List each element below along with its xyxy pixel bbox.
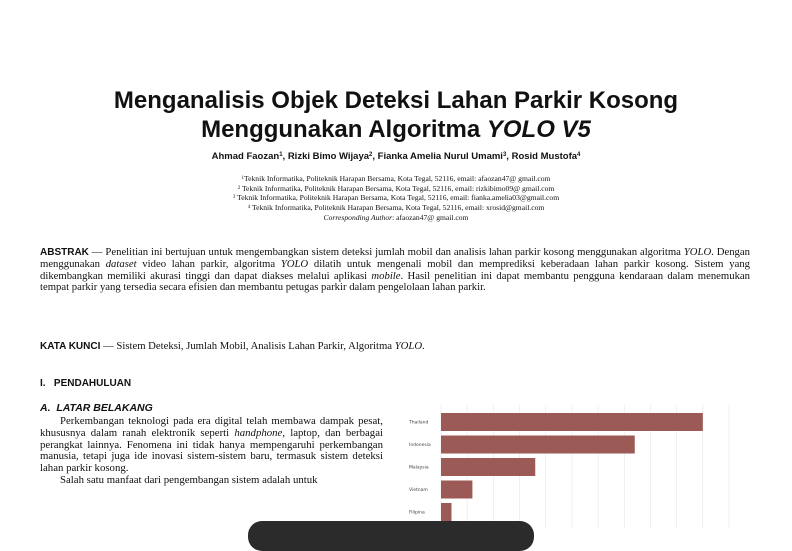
body-text: , laptop, dan berbagai perangkat lainnya… [40,426,383,475]
author-sup: 4 [577,152,581,158]
section-heading: I. PENDAHULUAN [40,378,131,389]
chart-category-labels: Thailand Indonesia Malaysia Vietnam Filipina [408,420,431,516]
chart-category-label: Vietnam [409,487,428,493]
abstract-text: dilatih untuk mengenali mobil dan mempre… [40,257,751,282]
chart-bar [441,503,452,521]
author-name: Rosid Mustofa [511,151,578,162]
author-name: Rizki Bimo Wijaya [287,151,370,162]
affiliation-line: 1Teknik Informatika, Politeknik Harapan … [0,174,792,184]
author-name: Ahmad Faozan [211,151,280,162]
abstract-italic: YOLO [683,246,712,258]
keywords-end: . [422,340,425,352]
abstract-text: video lahan parkir, algoritma [136,257,281,270]
author-sep: , [282,151,288,162]
corresponding-email: : afaozan47@ gmail.com [392,212,469,222]
section-number: I. [40,378,46,389]
title-line-2-italic: YOLO V5 [486,116,591,143]
body-text: Perkembangan teknologi pada era digital … [40,415,383,439]
keywords-text: — Sistem Deteksi, Jumlah Mobil, Analisis… [100,340,395,352]
chart-bar [441,458,536,476]
affiliation-sup: 2 [237,185,241,191]
keywords: KATA KUNCI — Sistem Deteksi, Jumlah Mobi… [40,340,750,353]
body-text: Salah satu manfaat dari pengembangan sis… [60,473,318,486]
paper-title: Menganalisis Objek Deteksi Lahan Parkir … [0,86,792,144]
title-line-2-text: Menggunakan Algoritma [201,116,487,143]
corresponding-label: Corresponding Author [323,212,393,222]
author-list: Ahmad Faozan1, Rizki Bimo Wijaya2, Fiank… [0,151,792,162]
abstract-text: Penelitian ini bertujuan untuk mengemban… [105,246,684,258]
abstract-text: . Dengan menggunakan [40,246,750,270]
chart-bar [441,435,635,454]
affiliation-text: Teknik Informatika, Politeknik Harapan B… [240,183,555,193]
abstract-italic: dataset [105,257,137,270]
author-name: Fianka Amelia Nurul Umami [377,151,503,162]
author-sup: 2 [369,152,373,158]
abstract-label: ABSTRAK [40,247,89,258]
body-paragraph: Perkembangan teknologi pada era digital … [40,415,383,475]
keywords-italic: YOLO [394,340,423,352]
body-paragraph: Salah satu manfaat dari pengembangan sis… [40,473,383,487]
affiliation-list: 1Teknik Informatika, Politeknik Harapan … [0,174,792,223]
corresponding-author: Corresponding Author: afaozan47@ gmail.c… [0,213,792,223]
affiliation-sup: 3 [232,195,236,201]
title-line-2: Menggunakan Algoritma YOLO V5 [0,115,792,144]
abstract-dash: — [88,246,106,258]
author-sup: 1 [279,152,283,158]
abstract-italic: YOLO [280,257,309,270]
affiliation-line: 4 Teknik Informatika, Politeknik Harapan… [0,203,792,213]
affiliation-sup: 4 [247,205,251,211]
keywords-label: KATA KUNCI [40,341,101,352]
subsection-heading: A. LATAR BELAKANG [40,402,153,414]
floating-toolbar[interactable] [248,521,534,551]
affiliation-line: 3 Teknik Informatika, Politeknik Harapan… [0,193,792,203]
author-sep: , [506,151,512,162]
body-column-left: Perkembangan teknologi pada era digital … [40,415,383,487]
chart-bar [441,480,473,499]
title-line-1: Menganalisis Objek Deteksi Lahan Parkir … [113,87,679,114]
chart-category-label: Malaysia [409,465,429,471]
chart-category-label: Filipina [409,510,425,516]
chart-bars [441,413,703,521]
affiliation-line: 2 Teknik Informatika, Politeknik Harapan… [0,184,792,194]
abstract-italic: mobile [371,269,401,282]
affiliation-sup: 1 [241,176,245,181]
author-sup: 3 [502,152,507,158]
chart-category-label: Thailand [408,420,428,426]
subsection-number: A. [40,402,51,414]
chart-category-label: Indonesia [409,442,431,448]
paper-page: Menganalisis Objek Deteksi Lahan Parkir … [0,86,792,551]
chart-bar [441,413,703,431]
subsection-title: LATAR BELAKANG [56,402,153,414]
bar-chart: Thailand Indonesia Malaysia Vietnam Filipina [408,405,730,529]
abstract-text: . Hasil penelitian ini dapat membantu pe… [40,269,750,294]
section-title: PENDAHULUAN [53,378,132,389]
abstract: ABSTRAK — Penelitian ini bertujuan untuk… [40,246,751,294]
affiliation-text: Teknik Informatika, Politeknik Harapan B… [250,203,545,213]
affiliation-text: Teknik Informatika, Politeknik Harapan B… [244,174,551,183]
body-italic: handphone [234,426,283,439]
affiliation-text: Teknik Informatika, Politeknik Harapan B… [235,193,560,203]
author-sep: , [372,151,378,162]
